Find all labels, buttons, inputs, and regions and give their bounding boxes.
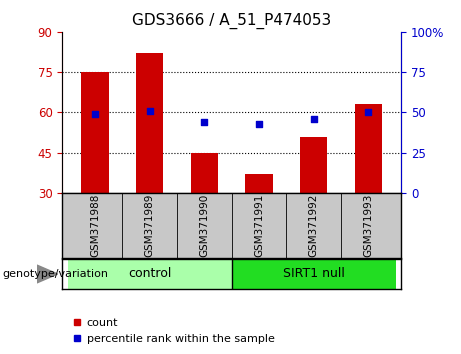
Polygon shape [37, 265, 58, 283]
Text: SIRT1 null: SIRT1 null [283, 268, 344, 280]
Bar [231, 259, 396, 289]
Text: genotype/variation: genotype/variation [2, 269, 108, 279]
Bar [191, 153, 218, 193]
Point [91, 111, 99, 117]
Text: GSM371988: GSM371988 [90, 194, 100, 257]
Text: control: control [128, 268, 171, 280]
Point [365, 110, 372, 115]
Bar [245, 174, 272, 193]
Point [146, 108, 154, 114]
Bar [68, 259, 232, 289]
Point [310, 116, 317, 122]
Bar [136, 53, 163, 193]
Text: GSM371992: GSM371992 [308, 194, 319, 257]
Bar [300, 137, 327, 193]
Point [255, 121, 263, 126]
Text: GSM371991: GSM371991 [254, 194, 264, 257]
Title: GDS3666 / A_51_P474053: GDS3666 / A_51_P474053 [132, 13, 331, 29]
Legend: count, percentile rank within the sample: count, percentile rank within the sample [68, 314, 279, 348]
Bar [355, 104, 382, 193]
Text: GSM371993: GSM371993 [363, 194, 373, 257]
Point [201, 119, 208, 125]
Text: GSM371990: GSM371990 [199, 194, 209, 257]
Bar [81, 72, 109, 193]
Text: GSM371989: GSM371989 [145, 194, 155, 257]
